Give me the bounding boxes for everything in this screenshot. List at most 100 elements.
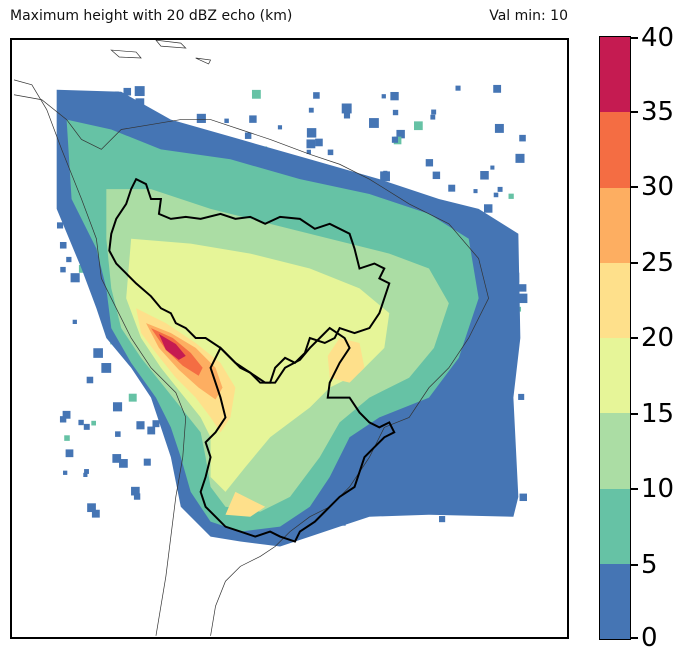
echo-cell — [112, 402, 123, 412]
echo-cell — [91, 420, 96, 426]
echo-cell — [517, 293, 528, 304]
colorbar-segment-5 — [600, 187, 630, 263]
echo-cell — [115, 431, 121, 437]
colorbar-segment-6 — [600, 112, 630, 188]
colorbar-tick-mark — [631, 637, 638, 639]
echo-cell — [72, 319, 77, 325]
echo-cell — [380, 171, 390, 182]
echo-cell — [65, 449, 74, 458]
echo-cell — [369, 118, 379, 128]
echo-cell — [439, 516, 446, 523]
echo-cell — [494, 123, 504, 133]
echo-cell — [490, 165, 495, 170]
echo-cell — [313, 92, 320, 99]
colorbar-tick-mark — [631, 110, 638, 113]
echo-cell — [306, 128, 317, 138]
echo-cell — [473, 189, 478, 194]
echo-cell — [66, 256, 72, 263]
echo-cell — [86, 376, 94, 384]
map-panel — [10, 38, 569, 639]
echo-cell — [493, 84, 502, 93]
echo-cell — [134, 86, 145, 97]
echo-cell — [196, 113, 206, 123]
echo-cell — [244, 132, 252, 139]
echo-cell — [390, 91, 399, 101]
colorbar-tick-label: 40 — [641, 23, 675, 53]
echo-cell — [91, 509, 100, 518]
echo-cell — [87, 503, 96, 513]
echo-cell — [131, 486, 140, 496]
echo-cell — [84, 469, 89, 474]
echo-cell — [112, 454, 122, 463]
echo-cell — [277, 125, 283, 130]
min-value-label: Val min: 10 — [489, 8, 568, 24]
colorbar-tick-label: 10 — [641, 474, 675, 504]
echo-cell — [64, 435, 70, 441]
echo-cell — [327, 149, 334, 156]
echo-cell — [518, 393, 525, 400]
region-boundary — [108, 177, 391, 384]
echo-cell — [508, 193, 514, 199]
contour-level-35 — [158, 334, 186, 360]
colorbar-tick-mark — [631, 37, 638, 39]
echo-cell — [101, 363, 112, 373]
echo-cell — [343, 112, 351, 119]
echo-cell — [519, 134, 526, 142]
colorbar-tick-mark — [631, 563, 638, 566]
echo-cell — [143, 458, 151, 466]
echo-cell — [432, 171, 441, 180]
echo-cell — [59, 241, 67, 249]
colorbar-tick-label: 30 — [641, 172, 675, 202]
echo-cell — [306, 139, 316, 149]
colorbar — [599, 36, 631, 640]
echo-cell — [251, 89, 261, 99]
map-title: Maximum height with 20 dBZ echo (km) — [10, 8, 293, 24]
coastline-west — [13, 79, 187, 636]
coastline — [13, 94, 489, 636]
colorbar-segment-1 — [600, 488, 630, 564]
echo-cell — [78, 419, 84, 426]
colorbar-tick-label: 5 — [641, 549, 658, 580]
colorbar-segment-7 — [600, 37, 630, 113]
contour-level-15 — [126, 238, 390, 492]
echo-cell — [128, 393, 137, 402]
colorbar-tick-mark — [631, 488, 638, 490]
colorbar-tick-label: 20 — [641, 323, 675, 353]
echo-cell — [119, 459, 128, 468]
echo-cell — [70, 273, 80, 283]
echo-cell — [123, 87, 132, 96]
echo-cell — [391, 136, 399, 143]
colorbar-segment-4 — [600, 262, 630, 338]
echo-cell — [455, 85, 461, 91]
colorbar-ticks: 0 5 10 15 20 25 30 35 40 — [631, 23, 694, 653]
colorbar-segment-3 — [600, 338, 630, 414]
caribbean-islands — [110, 40, 212, 65]
echo-cell — [224, 118, 229, 124]
colorbar-tick-label: 15 — [641, 398, 675, 429]
echo-cell — [56, 222, 64, 229]
colorbar-tick-label: 0 — [641, 623, 658, 653]
echo-cell — [430, 114, 436, 120]
echo-cell — [515, 153, 525, 163]
region-boundary-south — [199, 326, 396, 543]
colorbar-tick-mark — [631, 337, 638, 339]
echo-cell — [381, 94, 386, 99]
echo-cell — [60, 266, 66, 273]
colorbar-tick-mark — [631, 261, 638, 264]
echo-cell — [519, 493, 527, 502]
colorbar-segment-2 — [600, 413, 630, 489]
echo-cell — [83, 423, 90, 430]
map-canvas — [13, 40, 528, 636]
echo-cell — [136, 421, 145, 430]
echo-cell — [480, 171, 489, 180]
echo-cell — [493, 192, 499, 198]
echo-cell — [497, 186, 503, 192]
echo-cell — [147, 426, 156, 435]
echo-cell — [152, 420, 160, 428]
echo-cell — [448, 184, 456, 192]
echo-cell — [425, 159, 434, 167]
echo-cell — [383, 170, 388, 175]
echo-cell — [63, 470, 68, 475]
echo-cell — [315, 138, 323, 147]
echo-cell — [308, 107, 314, 113]
